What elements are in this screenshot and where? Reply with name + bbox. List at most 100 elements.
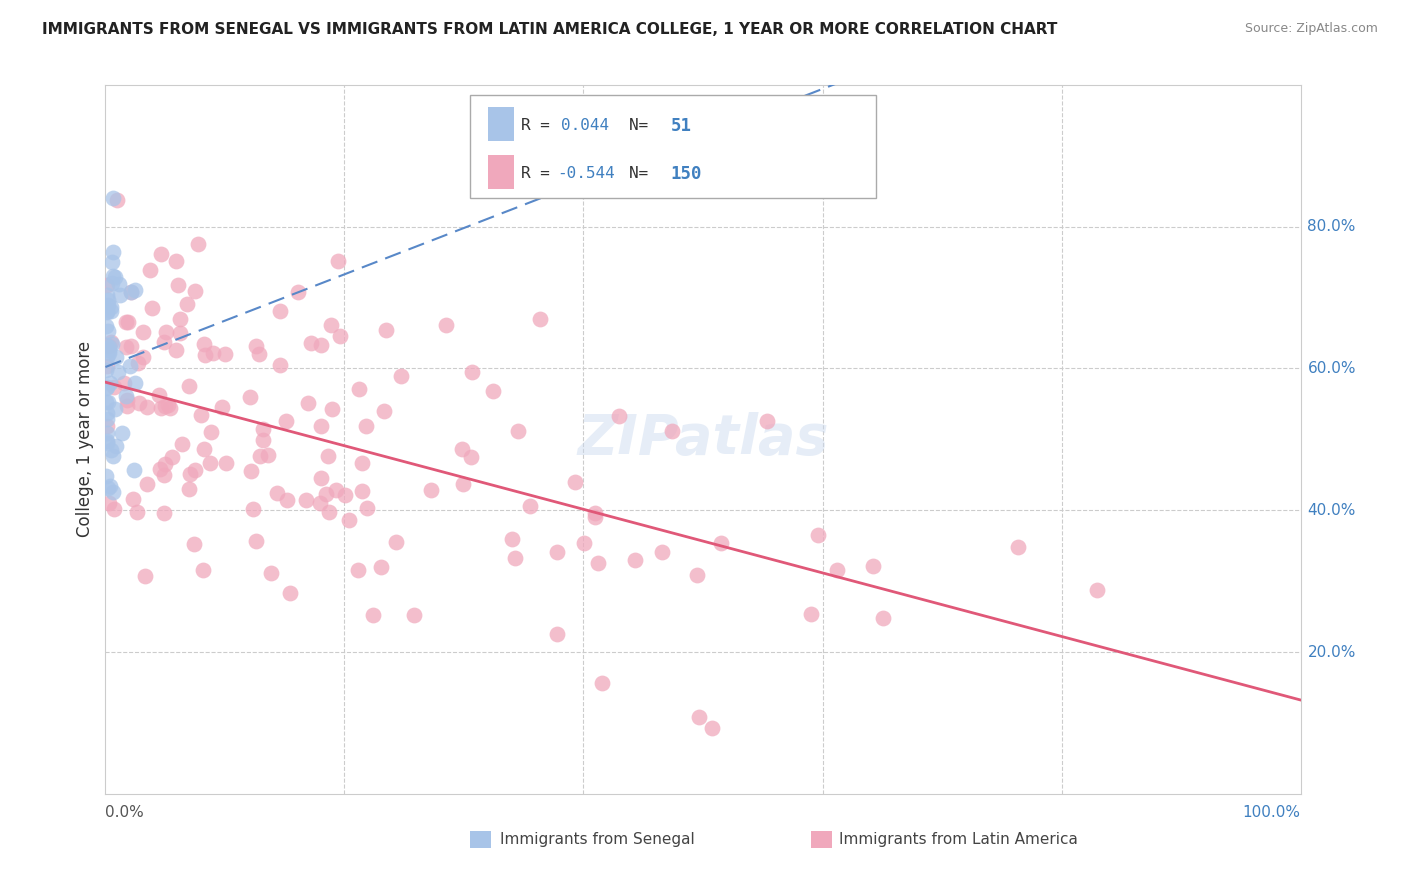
Point [96,350,118,364]
Point [191,563,214,577]
Point [249,449,271,463]
Point [108,277,131,292]
Point [124,283,146,297]
Point [117,316,139,330]
Point [128,396,150,410]
Point [688,710,710,724]
Point [120,285,142,299]
Point [389,368,412,383]
Point [127,505,149,519]
Point [105,438,128,452]
Point [115,393,138,408]
Point [97,293,120,307]
Point [97,481,120,495]
Point [270,303,292,318]
Bar [470,830,492,848]
Point [177,379,200,393]
Point [160,450,183,464]
Point [184,284,207,298]
Point [183,463,205,477]
Point [101,484,124,499]
Point [756,414,779,428]
Point [309,338,332,352]
Point [215,456,238,470]
Point [373,404,395,418]
Point [120,285,142,300]
Point [194,348,217,362]
Point [252,433,274,447]
Point [374,323,396,337]
Point [325,483,347,497]
Point [101,255,124,269]
Point [329,329,352,343]
Point [94,469,117,483]
Point [825,563,848,577]
Point [402,608,425,623]
Point [97,298,120,312]
Point [319,318,342,333]
Point [96,434,118,449]
Point [862,559,884,574]
Point [266,486,288,500]
Point [420,483,443,497]
Point [115,340,138,354]
Point [150,401,173,416]
Point [242,501,264,516]
Point [100,277,122,291]
Point [96,412,118,426]
Text: Source: ZipAtlas.com: Source: ZipAtlas.com [1244,22,1378,36]
Point [136,401,159,415]
Point [135,477,157,491]
Point [1085,583,1108,598]
Point [259,566,281,581]
Point [153,399,176,413]
Point [193,442,215,457]
Point [1007,540,1029,554]
Point [127,356,149,370]
Point [211,400,233,414]
Point [335,488,357,502]
Point [245,339,267,353]
Point [321,402,343,417]
Point [482,384,505,399]
Point [155,326,177,340]
Point [190,408,212,422]
Text: -0.544: -0.544 [557,166,614,181]
Point [460,450,482,465]
Point [100,304,122,318]
Text: 40.0%: 40.0% [1308,503,1355,517]
Text: 80.0%: 80.0% [1308,219,1355,234]
Point [98,340,121,354]
Point [169,312,191,326]
Point [165,343,187,357]
Point [385,534,408,549]
Text: Immigrants from Latin America: Immigrants from Latin America [839,832,1078,847]
Point [117,399,139,413]
Point [519,499,541,513]
Point [280,586,302,600]
Point [356,501,378,516]
Text: R =: R = [522,166,560,181]
Y-axis label: College, 1 year or more: College, 1 year or more [76,342,94,537]
Point [200,425,222,439]
Point [134,569,156,583]
Point [100,443,122,458]
Point [96,305,118,319]
Point [103,501,125,516]
Point [503,551,526,566]
Point [97,338,120,352]
Point [96,406,118,420]
Point [100,337,122,351]
Point [710,535,733,549]
Point [122,491,145,506]
Point [501,532,523,546]
Point [287,285,309,300]
Point [96,380,118,394]
Point [583,506,606,520]
Point [94,338,117,352]
Point [363,607,385,622]
Point [214,347,236,361]
Point [122,463,145,477]
Point [111,425,134,440]
Point [103,380,125,394]
